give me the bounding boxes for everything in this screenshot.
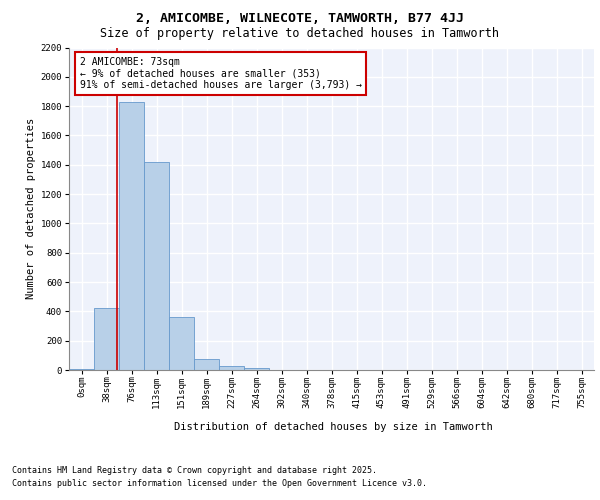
- Y-axis label: Number of detached properties: Number of detached properties: [26, 118, 37, 300]
- Text: Size of property relative to detached houses in Tamworth: Size of property relative to detached ho…: [101, 28, 499, 40]
- Text: Contains public sector information licensed under the Open Government Licence v3: Contains public sector information licen…: [12, 479, 427, 488]
- Bar: [69, 368, 94, 370]
- Text: Distribution of detached houses by size in Tamworth: Distribution of detached houses by size …: [173, 422, 493, 432]
- Text: Contains HM Land Registry data © Crown copyright and database right 2025.: Contains HM Land Registry data © Crown c…: [12, 466, 377, 475]
- Text: 2 AMICOMBE: 73sqm
← 9% of detached houses are smaller (353)
91% of semi-detached: 2 AMICOMBE: 73sqm ← 9% of detached house…: [79, 57, 361, 90]
- Text: 2, AMICOMBE, WILNECOTE, TAMWORTH, B77 4JJ: 2, AMICOMBE, WILNECOTE, TAMWORTH, B77 4J…: [136, 12, 464, 26]
- Bar: [244, 368, 269, 370]
- Bar: [144, 162, 169, 370]
- Bar: [169, 317, 194, 370]
- Bar: [219, 366, 244, 370]
- Bar: [94, 308, 119, 370]
- Bar: [119, 102, 144, 370]
- Bar: [194, 359, 219, 370]
